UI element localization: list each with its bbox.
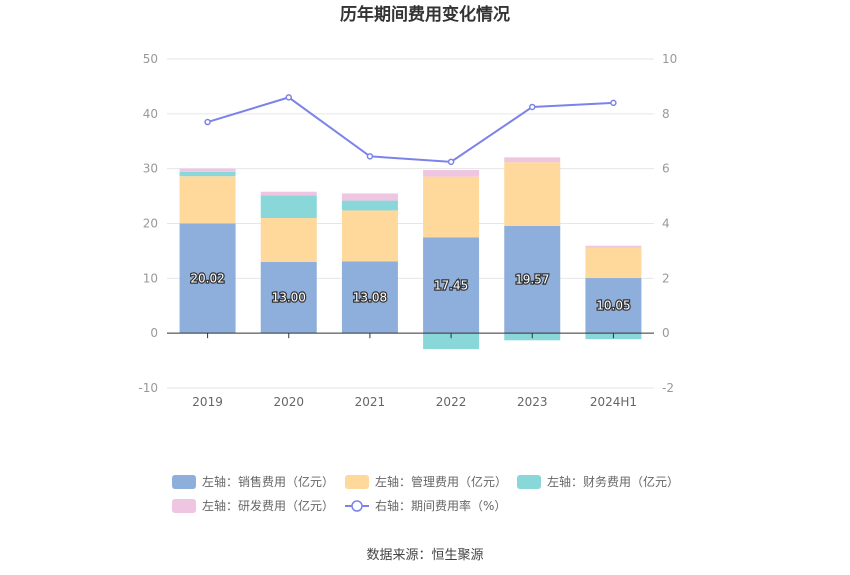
legend-swatch <box>172 475 196 489</box>
legend-swatch <box>517 475 541 489</box>
bar-segment <box>179 168 236 172</box>
bar-segment <box>585 247 642 279</box>
legend-item[interactable]: 左轴：研发费用（亿元） <box>172 498 334 513</box>
legend-item[interactable]: 左轴：管理费用（亿元） <box>345 474 507 489</box>
y-left-tick-label: -10 <box>138 381 158 395</box>
data-label: 17.45 <box>434 278 468 292</box>
legend-label: 左轴：管理费用（亿元） <box>375 474 507 489</box>
rate-line <box>207 96 614 163</box>
bar-segment <box>585 245 642 248</box>
y-left-tick-label: 0 <box>150 326 158 340</box>
bar-segment <box>179 171 236 177</box>
bar-segment <box>423 333 480 350</box>
x-tick-label: 2022 <box>436 395 467 409</box>
rate-point <box>366 153 374 160</box>
legend-label: 左轴：销售费用（亿元） <box>202 474 334 489</box>
x-axis: 2019 2020 2021 2022 2023 2024H1 <box>192 395 637 409</box>
x-tick-label: 2024H1 <box>590 395 637 409</box>
x-tick-label: 2020 <box>273 395 304 409</box>
legend-label: 左轴：研发费用（亿元） <box>202 498 334 513</box>
line-series <box>204 94 617 166</box>
data-label: 20.02 <box>190 271 224 285</box>
bar-segment <box>260 195 317 219</box>
y-right-tick-label: 2 <box>662 271 670 285</box>
legend-label: 左轴：财务费用（亿元） <box>547 474 679 489</box>
bar-segment <box>341 261 398 334</box>
rate-point <box>610 99 617 107</box>
bar-segment <box>341 210 398 262</box>
rate-point <box>204 118 211 126</box>
y-right-tick-label: -2 <box>662 381 674 395</box>
left-axis: -10 0 10 20 30 40 50 <box>138 52 158 395</box>
chart-title: 历年期间费用变化情况 <box>340 4 510 25</box>
bar-segment <box>179 223 236 334</box>
data-label: 13.00 <box>272 291 306 305</box>
gridlines <box>167 58 654 389</box>
zero-axis <box>167 332 654 339</box>
y-left-tick-label: 30 <box>143 162 158 176</box>
bar-segment <box>341 200 398 211</box>
bar-segment <box>260 218 317 262</box>
legend-item[interactable]: 左轴：销售费用（亿元） <box>172 474 334 489</box>
bar-segment <box>260 191 317 196</box>
y-left-tick-label: 10 <box>143 271 158 285</box>
bar-segment <box>260 261 317 334</box>
data-label: 13.08 <box>353 290 387 304</box>
legend-marker <box>351 500 363 512</box>
right-axis: -2 0 2 4 6 8 10 <box>662 52 677 395</box>
legend-swatch <box>172 499 196 513</box>
y-right-tick-label: 6 <box>662 162 670 176</box>
bar-segment <box>423 170 480 177</box>
bar-segment <box>423 237 480 334</box>
data-labels: 20.02 13.00 13.08 17.45 19.57 10.05 <box>189 270 632 314</box>
bar-segment <box>504 157 561 163</box>
x-tick-label: 2023 <box>517 395 548 409</box>
bar-segment <box>341 193 398 201</box>
rate-point <box>447 158 455 166</box>
legend-item[interactable]: 右轴：期间费用率（%） <box>345 498 506 513</box>
y-left-tick-label: 20 <box>143 217 158 231</box>
y-right-tick-label: 4 <box>662 217 670 231</box>
bar-segment <box>423 176 480 238</box>
legend-label: 右轴：期间费用率（%） <box>375 498 506 513</box>
bar-segment <box>585 278 642 334</box>
y-right-tick-label: 10 <box>662 52 677 66</box>
rate-point <box>285 94 292 101</box>
data-label: 19.57 <box>515 273 549 287</box>
bar-segment <box>504 225 561 334</box>
rate-point <box>529 103 536 111</box>
legend-swatch <box>345 475 369 489</box>
x-tick-label: 2019 <box>192 395 223 409</box>
bar-segment <box>504 162 561 226</box>
y-left-tick-label: 40 <box>143 107 158 121</box>
x-tick-label: 2021 <box>355 395 386 409</box>
y-right-tick-label: 0 <box>662 326 670 340</box>
source-note: 数据来源：恒生聚源 <box>366 548 483 563</box>
y-right-tick-label: 8 <box>662 107 670 121</box>
y-left-tick-label: 50 <box>143 52 158 66</box>
bar-segment <box>179 176 236 224</box>
bars <box>179 157 642 350</box>
legend-item[interactable]: 左轴：财务费用（亿元） <box>517 474 679 489</box>
legend[interactable]: 左轴：销售费用（亿元） 左轴：管理费用（亿元） 左轴：财务费用（亿元） 左轴：研发费用… <box>172 474 679 513</box>
data-label: 10.05 <box>596 299 630 313</box>
